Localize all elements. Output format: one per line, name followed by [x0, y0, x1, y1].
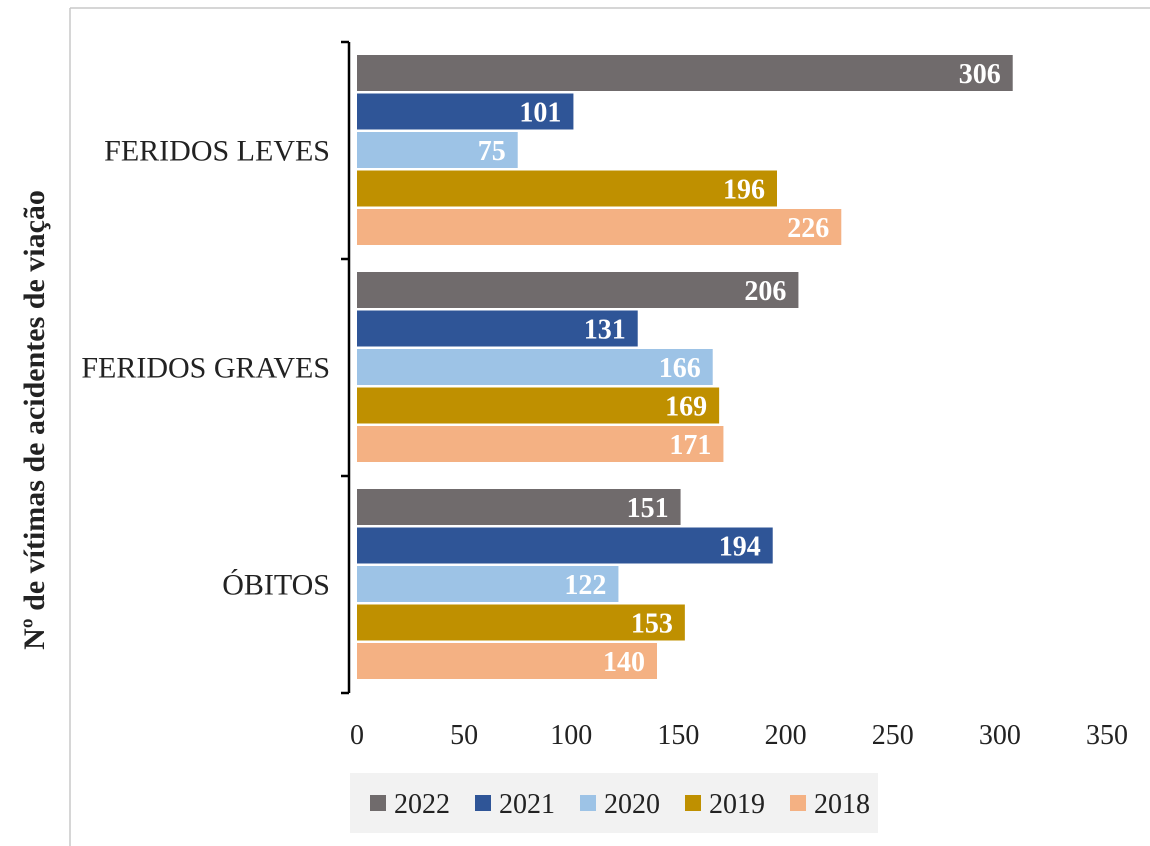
data-label-2021: 194: [719, 532, 761, 563]
data-label-2019: 153: [631, 609, 673, 640]
data-labels-group: 306 101 75 196 226 206 131 166 169 171 151 194 122 15…: [478, 59, 1001, 678]
data-label-2019: 169: [665, 392, 707, 423]
x-tick-label: 0: [350, 720, 364, 751]
x-tick-label: 300: [979, 720, 1021, 751]
category-label: ÓBITOS: [222, 569, 330, 602]
x-tick-label: 350: [1086, 720, 1128, 751]
x-tick-label: 150: [657, 720, 699, 751]
data-label-2022: 206: [744, 276, 786, 307]
legend-swatch-2019: [685, 795, 701, 811]
bars-group: [357, 55, 1013, 679]
bar-2018: [357, 209, 842, 245]
chart-frame: [69, 7, 1150, 846]
legend-label-2020: 2020: [604, 789, 660, 820]
bar-2021: [357, 527, 773, 564]
bar-2021: [357, 93, 574, 130]
data-label-2022: 151: [627, 493, 669, 524]
legend-label-2022: 2022: [394, 789, 450, 820]
bar-2020: [357, 132, 518, 168]
data-label-2019: 196: [723, 175, 765, 206]
bar-2022: [357, 489, 681, 525]
data-label-2022: 306: [959, 59, 1001, 90]
bar-2022: [357, 55, 1013, 91]
bar-2019: [357, 170, 777, 207]
data-label-2020: 75: [478, 136, 506, 167]
category-labels-group: FERIDOS LEVES FERIDOS GRAVES ÓBITOS: [81, 135, 330, 602]
bar-2019: [357, 387, 720, 424]
bar-2021: [357, 310, 638, 347]
bar-2019: [357, 604, 685, 641]
legend-label-2021: 2021: [499, 789, 555, 820]
bar-2018: [357, 643, 657, 679]
legend-swatch-2020: [580, 795, 596, 811]
bar-2018: [357, 426, 724, 462]
category-label: FERIDOS LEVES: [104, 135, 330, 168]
x-tick-label: 250: [872, 720, 914, 751]
legend-swatch-2021: [475, 795, 491, 811]
legend: 2022 2021 2020 2019 2018: [350, 773, 878, 833]
x-tick-label: 50: [450, 720, 478, 751]
data-label-2018: 140: [603, 647, 645, 678]
data-label-2020: 166: [659, 353, 701, 384]
legend-label-2018: 2018: [814, 789, 870, 820]
legend-swatch-2022: [370, 795, 386, 811]
data-label-2018: 226: [787, 213, 829, 244]
x-tick-label: 100: [550, 720, 592, 751]
y-axis-title: Nº de vítimas de acidentes de viação: [18, 190, 51, 650]
legend-label-2019: 2019: [709, 789, 765, 820]
x-tick-label: 200: [765, 720, 807, 751]
bar-2020: [357, 566, 619, 602]
data-label-2018: 171: [669, 430, 711, 461]
data-label-2021: 101: [519, 98, 561, 129]
bar-2020: [357, 349, 713, 385]
legend-swatch-2018: [790, 795, 806, 811]
x-axis-ticks-group: 0 50 100 150 200 250 300 350: [350, 720, 1128, 751]
category-label: FERIDOS GRAVES: [81, 352, 330, 385]
bar-2022: [357, 272, 799, 308]
y-axis: [341, 40, 351, 695]
data-label-2020: 122: [564, 570, 606, 601]
data-label-2021: 131: [584, 315, 626, 346]
